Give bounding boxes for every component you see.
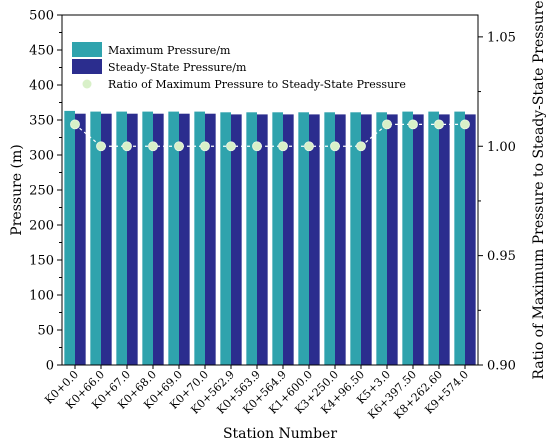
bar-steady-pressure bbox=[309, 114, 320, 366]
y-axis-title: Pressure (m) bbox=[9, 144, 25, 235]
bar-max-pressure bbox=[246, 112, 257, 365]
y-tick-label: 450 bbox=[29, 44, 54, 59]
ratio-point bbox=[408, 119, 418, 130]
y2-tick-label: 1.00 bbox=[487, 140, 516, 155]
bar-max-pressure bbox=[116, 111, 127, 365]
bar-steady-pressure bbox=[387, 114, 398, 366]
ratio-point bbox=[174, 141, 184, 152]
bar-max-pressure bbox=[402, 111, 413, 365]
y-tick-label: 300 bbox=[29, 149, 54, 164]
ratio-layer bbox=[70, 119, 470, 152]
ratio-point bbox=[434, 119, 444, 130]
bar-steady-pressure bbox=[179, 113, 190, 365]
bar-steady-pressure bbox=[361, 114, 372, 366]
ratio-line bbox=[74, 123, 465, 147]
bar-steady-pressure bbox=[153, 113, 164, 365]
y-tick-label: 350 bbox=[29, 114, 54, 129]
bar-max-pressure bbox=[168, 111, 179, 365]
bar-steady-pressure bbox=[413, 114, 424, 366]
y-tick-label: 200 bbox=[29, 219, 54, 234]
y-tick-label: 0 bbox=[46, 359, 54, 374]
ratio-point bbox=[96, 141, 106, 152]
bar-max-pressure bbox=[350, 112, 361, 365]
legend-swatch bbox=[72, 59, 102, 74]
bar-steady-pressure bbox=[283, 114, 294, 366]
legend-label: Steady-State Pressure/m bbox=[108, 61, 247, 74]
ratio-point bbox=[148, 141, 158, 152]
ratio-point bbox=[304, 141, 314, 152]
ratio-point bbox=[356, 141, 366, 152]
bar-max-pressure bbox=[324, 112, 335, 365]
bar-steady-pressure bbox=[205, 113, 216, 365]
ratio-point bbox=[122, 141, 132, 152]
x-axis-title: Station Number bbox=[223, 426, 337, 442]
bar-max-pressure bbox=[376, 112, 387, 365]
bar-max-pressure bbox=[64, 110, 75, 366]
y2-tick-label: 0.95 bbox=[487, 249, 516, 264]
y2-tick-label: 1.05 bbox=[487, 30, 516, 45]
bar-max-pressure bbox=[298, 112, 309, 365]
ratio-point bbox=[330, 141, 340, 152]
bar-max-pressure bbox=[90, 111, 101, 365]
bar-max-pressure bbox=[272, 112, 283, 365]
y-tick-label: 150 bbox=[29, 254, 54, 269]
ratio-point bbox=[70, 119, 80, 130]
bar-steady-pressure bbox=[231, 114, 242, 366]
bar-max-pressure bbox=[428, 111, 439, 365]
y-tick-label: 100 bbox=[29, 289, 54, 304]
legend-label: Maximum Pressure/m bbox=[108, 44, 231, 57]
bar-steady-pressure bbox=[335, 114, 346, 366]
ratio-point bbox=[252, 141, 262, 152]
y-tick-label: 50 bbox=[37, 324, 54, 339]
y-tick-label: 400 bbox=[29, 79, 54, 94]
bar-steady-pressure bbox=[439, 114, 450, 366]
y-tick-label: 250 bbox=[29, 184, 54, 199]
legend: Maximum Pressure/m Steady-State Pressure/… bbox=[72, 42, 406, 91]
legend-swatch bbox=[82, 79, 92, 89]
y2-axis-title: Ratio of Maximum Pressure to Steady-Stat… bbox=[531, 0, 547, 379]
ratio-point bbox=[226, 141, 236, 152]
bars-layer bbox=[64, 110, 476, 366]
ratio-point bbox=[460, 119, 470, 130]
bar-steady-pressure bbox=[75, 113, 86, 365]
y-tick-label: 500 bbox=[29, 9, 54, 24]
ratio-point bbox=[200, 141, 210, 152]
y2-axis: 0.90 0.95 1.00 1.05 bbox=[478, 30, 516, 374]
bar-steady-pressure bbox=[101, 113, 112, 365]
bar-steady-pressure bbox=[257, 114, 268, 366]
bar-steady-pressure bbox=[465, 114, 476, 366]
bar-steady-pressure bbox=[127, 113, 138, 365]
bar-max-pressure bbox=[454, 111, 465, 365]
x-axis: K0+0.0K0+66.0K0+67.0K0+68.0K0+69.0K0+70.… bbox=[42, 365, 471, 422]
bar-max-pressure bbox=[220, 112, 231, 365]
legend-swatch bbox=[72, 42, 102, 57]
bar-max-pressure bbox=[194, 111, 205, 365]
ratio-point bbox=[382, 119, 392, 130]
legend-label: Ratio of Maximum Pressure to Steady-Stat… bbox=[108, 78, 406, 91]
ratio-point bbox=[278, 141, 288, 152]
y-axis: 0 50 100 150 200 250 300 350 400 450 500 bbox=[29, 9, 62, 374]
bar-max-pressure bbox=[142, 111, 153, 365]
y2-tick-label: 0.90 bbox=[487, 359, 516, 374]
